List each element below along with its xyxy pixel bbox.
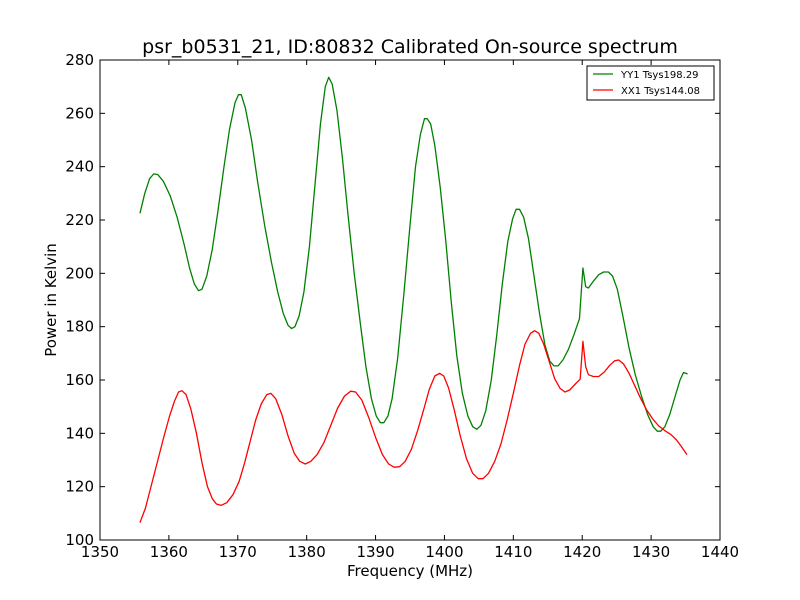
- y-tick-label: 160: [65, 371, 94, 389]
- legend-box: [586, 65, 715, 101]
- y-tick-label: 100: [65, 531, 94, 549]
- x-tick-label: 1350: [81, 543, 119, 561]
- x-tick-label: 1360: [150, 543, 188, 561]
- legend-label-xx1: XX1 Tsys144.08: [621, 86, 700, 97]
- x-axis-label: Frequency (MHz): [347, 562, 473, 580]
- x-tick-label: 1410: [494, 543, 532, 561]
- series-line-yy1: [139, 76, 688, 432]
- x-tick-label: 1400: [425, 543, 463, 561]
- series-layer: [139, 76, 688, 523]
- plot-frame: [99, 59, 721, 541]
- y-tick-label: 200: [65, 264, 94, 282]
- x-tick-label: 1420: [563, 543, 601, 561]
- y-tick-label: 260: [65, 104, 94, 122]
- x-tick-label: 1380: [288, 543, 326, 561]
- series-line-xx1: [139, 330, 688, 523]
- x-axis: 1350 1360 1370 1380 1390 1400 1410 1420 1430 1440: [81, 60, 739, 561]
- legend: YY1 Tsys198.29 XX1 Tsys144.08: [586, 65, 715, 101]
- x-tick-label: 1430: [632, 543, 670, 561]
- y-tick-label: 220: [65, 211, 94, 229]
- x-tick-label: 1440: [701, 543, 739, 561]
- y-tick-label: 120: [65, 478, 94, 496]
- y-tick-label: 240: [65, 158, 94, 176]
- y-axis: 100 120 140 160 180 200 220 240 260 280: [65, 51, 720, 549]
- y-tick-label: 180: [65, 318, 94, 336]
- plot-area: 1350 1360 1370 1380 1390 1400 1410 1420 1430 1440…: [65, 51, 739, 561]
- legend-label-yy1: YY1 Tsys198.29: [620, 70, 699, 81]
- chart-title: psr_b0531_21, ID:80832 Calibrated On-sou…: [142, 36, 678, 58]
- x-tick-label: 1370: [219, 543, 257, 561]
- y-tick-label: 140: [65, 424, 94, 442]
- y-tick-label: 280: [65, 51, 94, 69]
- y-axis-label: Power in Kelvin: [42, 243, 60, 357]
- x-tick-label: 1390: [356, 543, 394, 561]
